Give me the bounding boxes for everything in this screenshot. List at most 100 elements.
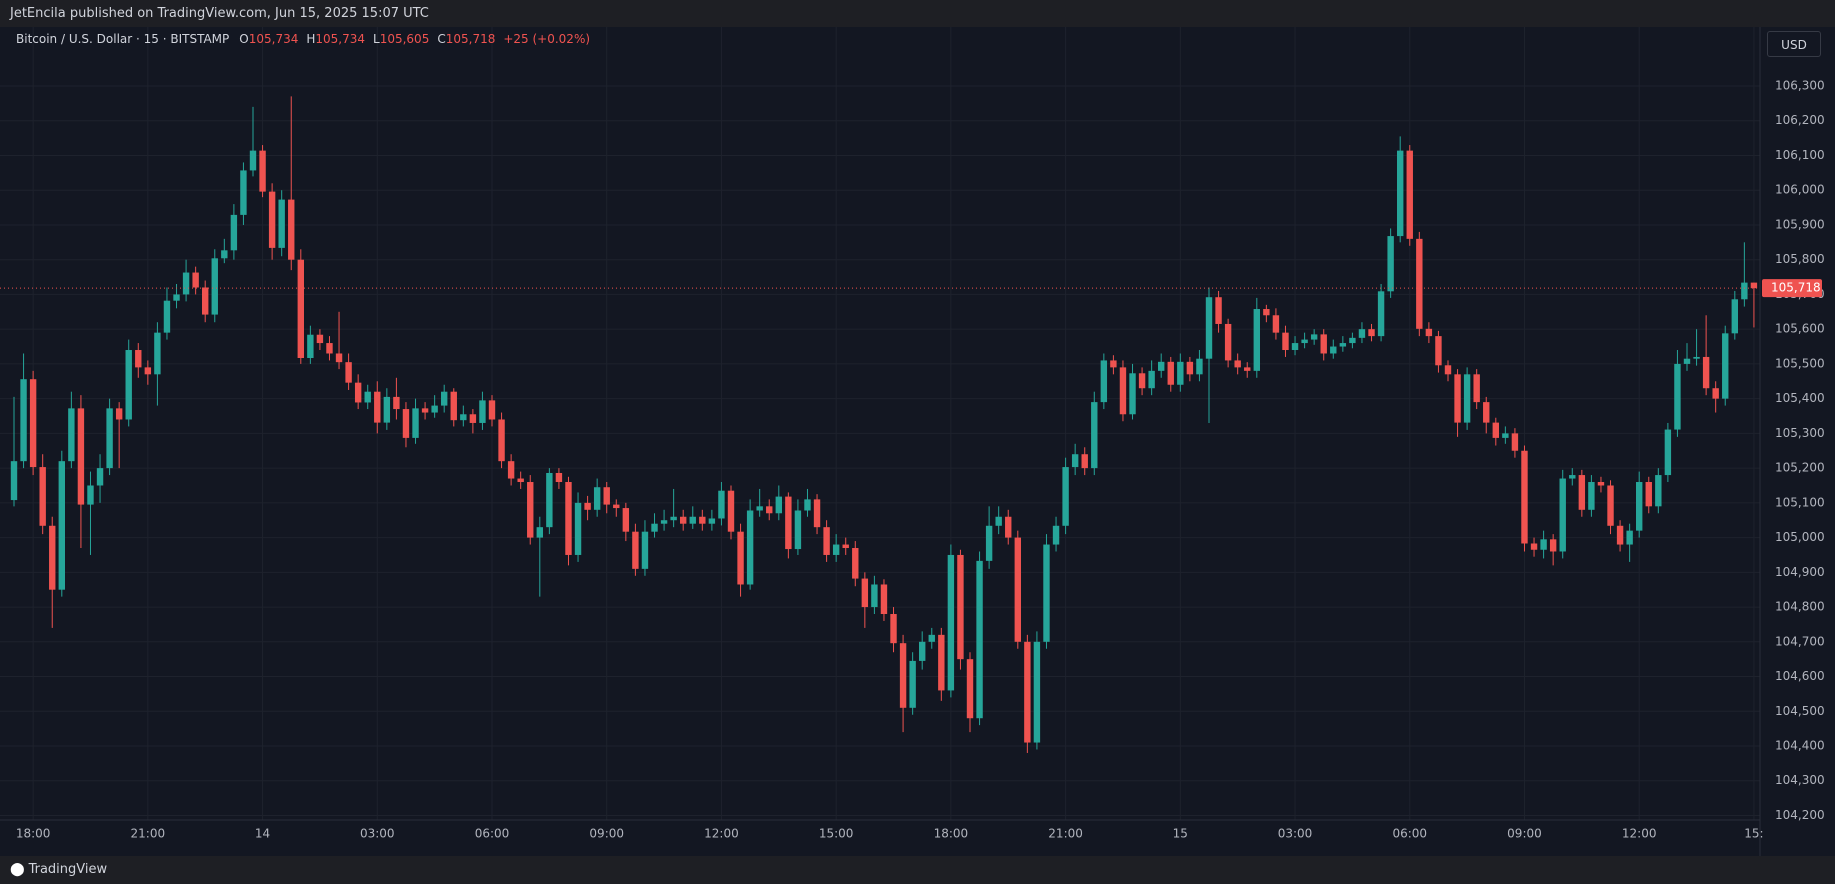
candle-body xyxy=(1282,332,1289,351)
candle-body xyxy=(1549,539,1557,552)
candle-body xyxy=(1186,361,1194,375)
publish-info: JetEncila published on TradingView.com, … xyxy=(10,6,429,21)
candle-body xyxy=(785,496,792,550)
candle-body xyxy=(488,400,496,420)
candle-body xyxy=(527,482,534,538)
candle-body xyxy=(335,353,343,363)
candle-body xyxy=(1081,454,1088,469)
candle-body xyxy=(1119,367,1127,415)
candle-body xyxy=(1722,333,1729,399)
candle-body xyxy=(77,408,85,505)
x-tick-label: 18:00 xyxy=(16,827,51,841)
candle-body xyxy=(450,391,457,421)
y-tick-label: 105,300 xyxy=(1775,426,1825,440)
candle-body xyxy=(1368,329,1375,337)
candle-body xyxy=(622,508,630,532)
candle-body xyxy=(718,490,725,519)
candle-body xyxy=(737,531,744,585)
x-tick-label: 21:00 xyxy=(1048,827,1083,841)
candle-body xyxy=(29,379,37,468)
candle-body xyxy=(794,510,802,550)
candle-body xyxy=(1005,516,1012,538)
candle-body xyxy=(1253,309,1260,371)
candle-body xyxy=(144,367,152,375)
candle-body xyxy=(211,258,218,315)
legend-key: L xyxy=(373,32,380,46)
candle-body xyxy=(775,496,782,514)
y-tick-label: 105,500 xyxy=(1775,356,1825,370)
y-tick-label: 106,000 xyxy=(1775,183,1825,197)
legend-value: 105,605 xyxy=(379,32,430,46)
x-tick-label: 09:00 xyxy=(1507,827,1542,841)
chart-background xyxy=(0,27,1835,856)
candle-body xyxy=(708,518,716,524)
candle-body xyxy=(1148,370,1155,389)
candle-body xyxy=(1540,539,1547,550)
y-tick-label: 105,900 xyxy=(1775,217,1825,231)
candle-body xyxy=(1100,360,1108,403)
candle-body xyxy=(871,584,878,608)
candle-body xyxy=(890,614,897,644)
candle-body xyxy=(1387,236,1394,292)
candle-body xyxy=(670,516,677,521)
symbol: Bitcoin / U.S. Dollar · 15 · BITSTAMP xyxy=(16,32,230,46)
last-price-label: 105,718 xyxy=(1771,281,1821,295)
candle-body xyxy=(938,634,945,691)
candle-body xyxy=(766,506,773,514)
x-tick-label: 14 xyxy=(255,827,270,841)
candle-body xyxy=(536,527,543,538)
candle-body xyxy=(1205,297,1213,359)
candle-body xyxy=(307,334,314,358)
footer: ⬤ TradingView xyxy=(0,856,1835,884)
candle-body xyxy=(976,560,983,719)
candle-body xyxy=(1693,356,1700,359)
y-tick-label: 104,300 xyxy=(1775,773,1825,787)
legend-value: 105,734 xyxy=(315,32,366,46)
change: +25 (+0.02%) xyxy=(503,32,591,46)
candle-body xyxy=(412,408,419,438)
candle-body xyxy=(1750,282,1758,289)
candle-body xyxy=(1167,361,1174,385)
candle-body xyxy=(1492,422,1499,438)
candle-body xyxy=(259,150,266,192)
x-tick-label: 03:00 xyxy=(1278,827,1313,841)
candle-body xyxy=(393,396,400,410)
candle-body xyxy=(985,525,993,561)
candle-body xyxy=(1234,360,1241,368)
logo: ⬤ xyxy=(10,862,25,877)
candle-body xyxy=(1578,475,1586,510)
candle-body xyxy=(479,400,486,423)
candle-body xyxy=(1626,530,1633,545)
candle-body xyxy=(1091,402,1098,469)
candle-body xyxy=(1196,358,1203,375)
candle-body xyxy=(1435,336,1442,366)
legend-value: 105,734 xyxy=(248,32,299,46)
candle-body xyxy=(641,531,649,569)
candle-body xyxy=(995,516,1002,526)
x-tick-label: 15:00 xyxy=(819,827,854,841)
candle-body xyxy=(1043,544,1050,642)
currency-button[interactable]: USD xyxy=(1767,31,1821,57)
candle-body xyxy=(1052,525,1060,545)
candle-body xyxy=(1655,475,1662,507)
candle-body xyxy=(804,499,811,511)
candle-body xyxy=(173,294,180,301)
candle-body xyxy=(268,191,276,248)
candle-body xyxy=(1129,373,1136,415)
candle-body xyxy=(593,487,601,510)
legend-value: 105,718 xyxy=(445,32,496,46)
x-tick-label: 15: xyxy=(1744,827,1763,841)
candle-body xyxy=(182,272,190,295)
y-tick-label: 104,200 xyxy=(1775,808,1825,822)
candle-body xyxy=(135,350,142,368)
candle-body xyxy=(689,516,696,524)
candle-body xyxy=(813,499,821,528)
candle-body xyxy=(1454,374,1461,423)
candle-body xyxy=(374,391,381,423)
candle-body xyxy=(1636,482,1643,531)
candle-body xyxy=(49,525,56,590)
candle-body xyxy=(1731,299,1738,334)
candle-body xyxy=(68,408,75,462)
candle-body xyxy=(96,468,104,486)
